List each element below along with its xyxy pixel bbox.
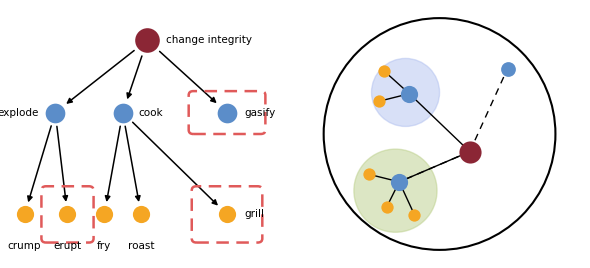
- Text: change integrity: change integrity: [166, 35, 252, 45]
- Point: [51, 110, 60, 115]
- Text: roast: roast: [128, 241, 155, 251]
- Text: fry: fry: [97, 241, 112, 251]
- Point: [382, 205, 391, 209]
- Point: [379, 69, 389, 73]
- Point: [503, 66, 512, 71]
- Text: explode: explode: [0, 107, 38, 118]
- Point: [364, 172, 373, 176]
- Point: [222, 212, 232, 217]
- Point: [395, 180, 404, 184]
- Point: [63, 212, 72, 217]
- Text: cook: cook: [138, 107, 163, 118]
- Point: [136, 212, 146, 217]
- Point: [465, 150, 474, 154]
- Point: [118, 110, 127, 115]
- Text: grill: grill: [244, 209, 264, 219]
- Point: [405, 92, 414, 96]
- Point: [100, 212, 109, 217]
- Text: erupt: erupt: [54, 241, 81, 251]
- Circle shape: [324, 18, 555, 250]
- Circle shape: [354, 149, 437, 232]
- Text: gasify: gasify: [244, 107, 275, 118]
- Point: [375, 99, 384, 103]
- Point: [409, 213, 419, 217]
- Point: [20, 212, 30, 217]
- Point: [143, 38, 152, 42]
- Point: [222, 110, 232, 115]
- Text: crump: crump: [8, 241, 41, 251]
- Circle shape: [372, 58, 440, 126]
